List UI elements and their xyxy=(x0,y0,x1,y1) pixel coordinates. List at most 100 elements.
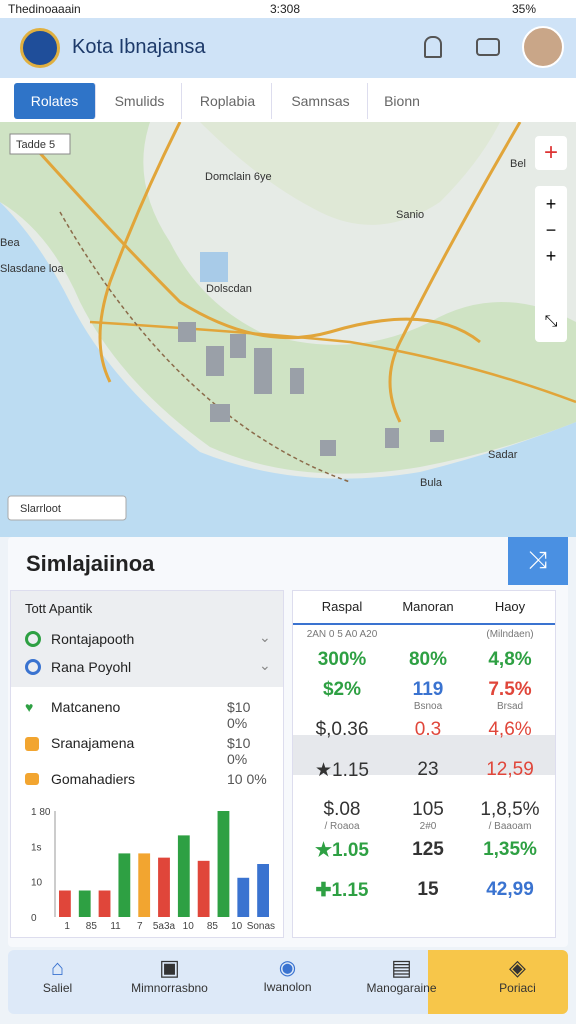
nav-label: Manogaraine xyxy=(366,981,437,995)
tab[interactable]: Rolates xyxy=(14,83,96,119)
table-sub: 2AN 0 5 A0 A20 xyxy=(306,629,378,640)
table-cell: 42,99 xyxy=(486,879,534,900)
table: Raspal Manoran Haoy 300% 80% 4,8% 2AN 0 5 A0 A… xyxy=(292,590,556,938)
tab[interactable]: Samnsas xyxy=(274,83,368,119)
bar xyxy=(78,890,91,917)
item-name: Gomahadiers xyxy=(51,771,136,787)
y-label: 10 xyxy=(31,878,43,889)
status-bar: Thedinoaaain 3:308 35% xyxy=(0,0,576,18)
y-label: 1s xyxy=(31,842,42,853)
x-label: 7 xyxy=(137,921,143,932)
camera-icon[interactable] xyxy=(476,38,500,56)
tab[interactable]: Roplabia xyxy=(184,83,272,119)
table-header: Haoy xyxy=(494,599,526,614)
table-cell: 15 xyxy=(417,879,439,900)
item-value: $10 0% xyxy=(227,699,251,731)
header: Kota Ibnajansa xyxy=(0,18,576,78)
svg-text:+: + xyxy=(546,194,557,214)
left-card: Tott Apantik Rontajapooth ⌄ Rana Poyohl ⌄ … xyxy=(10,590,284,938)
table-cell: 4,6% xyxy=(488,719,532,740)
x-label: 11 xyxy=(110,921,121,932)
filter[interactable]: Rontajapooth xyxy=(51,631,135,647)
table-header: Manoran xyxy=(402,599,454,614)
status-battery: 35% xyxy=(512,2,537,16)
map-label: Bel xyxy=(510,158,526,170)
table-cell: 105 xyxy=(412,799,444,820)
bottom-nav xyxy=(8,950,568,1014)
item-name: Matcaneno xyxy=(51,699,121,715)
mini-chart: 1 80 1s 10 0 1 85 11 7 5a3a 10 85 10 Sonas xyxy=(31,807,275,932)
nav-label: Mimnorrasbno xyxy=(131,981,208,995)
table-cell: $,0.36 xyxy=(315,719,369,740)
y-label: 0 xyxy=(31,913,37,924)
shuffle-button[interactable]: ⤨ xyxy=(508,537,568,585)
table-cell: 300% xyxy=(317,649,367,670)
item-name: Sranajamena xyxy=(51,735,135,751)
bar xyxy=(257,864,269,917)
y-label: 1 80 xyxy=(31,807,51,818)
table-cell: 80% xyxy=(408,649,448,670)
nav-label: Poriaci xyxy=(499,981,536,995)
table-cell: 125 xyxy=(412,839,444,860)
map-search[interactable]: Slarrloot xyxy=(20,503,61,515)
table-sub: 2#0 xyxy=(419,821,437,832)
tab[interactable]: Smulids xyxy=(98,83,182,119)
map-label: Bea xyxy=(0,237,20,249)
map-label: Sanio xyxy=(396,209,424,221)
map-label: Sadar xyxy=(488,449,518,461)
table-cell: 23 xyxy=(417,759,439,780)
panel-title: Simlajaiinoa xyxy=(26,551,155,576)
nav-item[interactable]: ◉ Iwanolon xyxy=(263,957,312,994)
status-time: 3:308 xyxy=(270,2,301,16)
table-cell: 1,8,5% xyxy=(480,799,540,820)
table-cell: $2% xyxy=(322,679,362,700)
x-label: 10 xyxy=(231,921,243,932)
bar xyxy=(138,853,151,917)
status-text: Thedinoaaain xyxy=(8,2,81,16)
item-value: $10 0% xyxy=(227,735,251,767)
map-label: Tadde 5 xyxy=(16,139,55,151)
bell-icon[interactable] xyxy=(424,36,442,58)
bar xyxy=(197,860,210,917)
table-cell: $.08 xyxy=(323,799,361,820)
table-cell: 0.3 xyxy=(414,719,442,740)
svg-text:−: − xyxy=(546,220,557,240)
avatar[interactable] xyxy=(522,26,564,68)
table-cell: ★1.15 xyxy=(314,760,369,781)
x-label: Sonas xyxy=(247,921,275,932)
nav-item[interactable]: ▤ Manogaraine xyxy=(366,955,437,995)
svg-text:⤡: ⤡ xyxy=(545,313,558,330)
card-heading: Tott Apantik xyxy=(25,601,93,616)
x-label: 85 xyxy=(207,921,219,932)
nav-label: Saliel xyxy=(42,981,73,995)
bar xyxy=(177,835,190,917)
bar xyxy=(98,890,111,917)
bar xyxy=(118,853,131,917)
map-label: Domclain 6ye xyxy=(205,171,272,183)
nav-item[interactable]: ▣ Mimnorrasbno xyxy=(131,955,208,995)
table-sub: (Milndaen) xyxy=(486,629,534,640)
table-sub: Bsnoa xyxy=(413,701,443,712)
table-cell: 119 xyxy=(412,679,444,700)
table-sub: / Baaoam xyxy=(488,821,532,832)
x-label: 10 xyxy=(183,921,195,932)
table-sub: / Roaoa xyxy=(324,821,360,832)
filter[interactable]: Rana Poyohl xyxy=(51,659,132,675)
map-label: Dolscdan xyxy=(206,283,252,295)
table-cell: 7.5% xyxy=(488,679,532,700)
table-cell: 1,35% xyxy=(483,839,537,860)
map-label: Slasdane loa xyxy=(0,263,64,275)
nav-item[interactable]: ⌂ Saliel xyxy=(42,955,73,995)
bar xyxy=(217,811,230,917)
bar xyxy=(59,890,71,917)
tab[interactable]: Bionn xyxy=(384,93,420,109)
nav-item[interactable]: ◈ Poriaci xyxy=(499,955,536,995)
table-cell: ✚1.15 xyxy=(315,880,369,901)
logo xyxy=(20,28,60,68)
bar xyxy=(158,857,170,917)
tab-bar xyxy=(0,78,576,122)
bar xyxy=(237,877,250,917)
table-cell: 4,8% xyxy=(488,649,532,670)
table-header: Raspal xyxy=(321,599,363,614)
table-cell: 12,59 xyxy=(486,759,534,780)
